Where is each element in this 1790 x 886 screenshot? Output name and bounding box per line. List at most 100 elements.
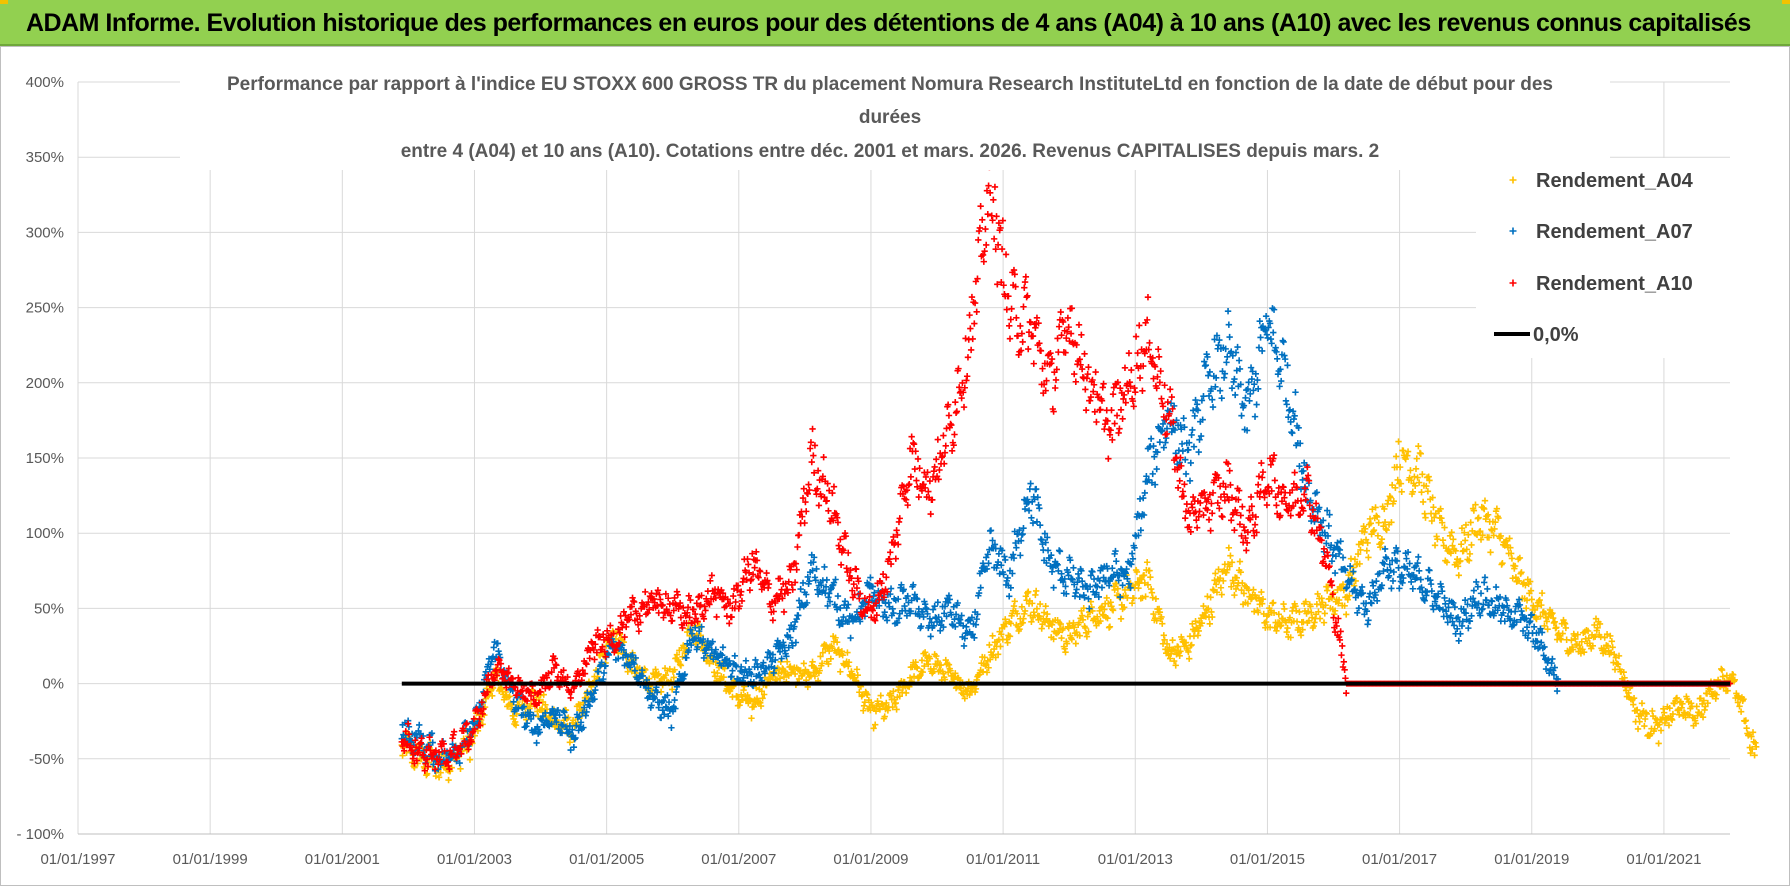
- rendement-a07-point: [1235, 357, 1243, 364]
- y-tick-label: 250%: [26, 300, 64, 317]
- rendement-a10-point: [801, 519, 808, 527]
- rendement-a07-point: [1017, 537, 1025, 544]
- legend-label: Rendement_A10: [1536, 273, 1693, 295]
- rendement-a10-point: [1085, 364, 1092, 371]
- rendement-a07-point: [1354, 609, 1361, 617]
- rendement-a10-point: [940, 432, 947, 439]
- rendement-a04-point: [1447, 549, 1455, 557]
- rendement-a10-point: [1342, 675, 1349, 682]
- rendement-a04-point: [759, 695, 766, 702]
- rendement-a04-point: [1299, 626, 1306, 633]
- rendement-a10-point: [667, 612, 674, 619]
- rendement-a04-point: [1423, 482, 1430, 490]
- rendement-a10-point: [1341, 666, 1348, 673]
- rendement-a07-point: [1523, 615, 1530, 622]
- rendement-a04-point: [1439, 536, 1447, 544]
- rendement-a04-point: [1140, 571, 1148, 579]
- rendement-a04-point: [925, 660, 932, 668]
- rendement-a10-point: [815, 502, 823, 509]
- rendement-a10-point: [1098, 397, 1106, 404]
- rendement-a10-point: [968, 293, 976, 301]
- rendement-a04-point: [1495, 514, 1502, 522]
- chart-title-line: entre 4 (A04) et 10 ans (A10). Cotations…: [401, 141, 1380, 162]
- rendement-a07-point: [883, 617, 891, 624]
- rendement-a10-point: [1328, 582, 1336, 589]
- rendement-a10-point: [476, 715, 483, 723]
- rendement-a10-point: [960, 403, 968, 411]
- rendement-a10-point: [1164, 398, 1171, 406]
- rendement-a10-point: [734, 582, 742, 589]
- rendement-a04-point: [1192, 617, 1199, 625]
- rendement-a04-point: [1665, 722, 1673, 729]
- rendement-a10-point: [1104, 417, 1111, 425]
- rendement-a04-point: [1150, 610, 1157, 618]
- rendement-a10-point: [686, 614, 693, 621]
- rendement-a07-point: [700, 654, 708, 662]
- rendement-a07-point: [1256, 317, 1263, 325]
- rendement-a07-point: [1376, 570, 1383, 577]
- rendement-a04-point: [1602, 648, 1609, 656]
- rendement-a07-point: [1339, 554, 1347, 561]
- rendement-a07-point: [1127, 584, 1134, 592]
- rendement-a04-point: [896, 693, 903, 700]
- rendement-a10-point: [740, 575, 747, 582]
- rendement-a04-point: [1050, 635, 1057, 643]
- rendement-a04-point: [1601, 634, 1608, 641]
- rendement-a10-point: [560, 667, 567, 674]
- rendement-a07-point: [1186, 439, 1193, 446]
- x-tick-label: 01/01/2009: [833, 851, 908, 868]
- rendement-a10-point: [496, 657, 503, 664]
- rendement-a07-point: [1129, 555, 1137, 562]
- rendement-a10-point: [1007, 316, 1014, 323]
- rendement-a10-point: [1242, 534, 1249, 542]
- rendement-a10-point: [793, 566, 800, 573]
- rendement-a10-point: [1222, 483, 1229, 491]
- legend-background: [1476, 158, 1730, 358]
- rendement-a07-point: [1159, 420, 1167, 428]
- rendement-a10-point: [749, 550, 756, 557]
- rendement-a07-point: [1381, 545, 1389, 553]
- rendement-a07-point: [1530, 623, 1538, 631]
- rendement-a10-point: [677, 614, 685, 621]
- rendement-a04-point: [1200, 602, 1207, 610]
- rendement-a07-point: [1113, 558, 1120, 565]
- rendement-a10-point: [1170, 418, 1177, 426]
- rendement-a04-point: [1470, 507, 1478, 514]
- rendement-a04-point: [1541, 622, 1548, 630]
- rendement-a10-point: [883, 588, 891, 595]
- rendement-a04-point: [1749, 729, 1757, 736]
- rendement-a10-point: [1082, 406, 1090, 414]
- rendement-a04-point: [1669, 710, 1677, 718]
- rendement-a10-point: [1201, 489, 1208, 496]
- rendement-a10-point: [823, 497, 831, 505]
- rendement-a04-point: [1409, 488, 1417, 495]
- rendement-a07-point: [1280, 338, 1287, 346]
- rendement-a07-point: [839, 620, 846, 628]
- rendement-a04-point: [1185, 648, 1192, 656]
- rendement-a07-point: [1036, 522, 1044, 529]
- rendement-a10-point: [494, 661, 501, 668]
- rendement-a04-point: [1455, 572, 1463, 579]
- rendement-a07-point: [1218, 394, 1225, 402]
- rendement-a10-point: [537, 688, 544, 696]
- rendement-a04-point: [1315, 608, 1322, 615]
- rendement-a04-point: [1085, 628, 1092, 635]
- y-tick-label: 400%: [26, 74, 64, 91]
- rendement-a04-point: [1084, 613, 1091, 620]
- rendement-a10-point: [1318, 537, 1325, 544]
- rendement-a04-point: [832, 634, 839, 641]
- rendement-a04-point: [1378, 535, 1386, 543]
- rendement-a04-point: [1057, 620, 1064, 628]
- rendement-a04-point: [1463, 546, 1470, 553]
- rendement-a10-point: [676, 599, 684, 607]
- rendement-a07-point: [527, 709, 534, 716]
- rendement-a10-point: [1209, 510, 1216, 517]
- rendement-a07-point: [718, 651, 726, 659]
- rendement-a10-point: [824, 480, 831, 487]
- legend-marker: [1509, 227, 1517, 235]
- rendement-a07-point: [971, 634, 978, 641]
- rendement-a10-point: [808, 458, 815, 466]
- rendement-a10-point: [749, 571, 757, 578]
- rendement-a10-point: [1113, 412, 1121, 419]
- rendement-a07-point: [952, 623, 959, 630]
